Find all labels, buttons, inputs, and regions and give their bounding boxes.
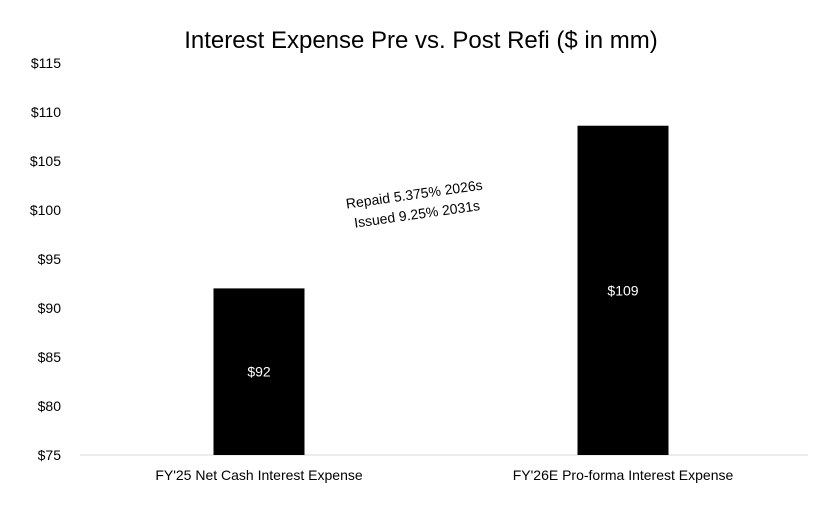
y-tick-label: $115 [31,55,61,71]
bar-data-label: $92 [247,364,271,380]
chart-title: Interest Expense Pre vs. Post Refi ($ in… [184,27,658,54]
y-axis-ticks: $75 $80 $85 $90 $95 $100 $105 $110 $115 [30,55,61,463]
y-tick-label: $105 [30,153,61,169]
bar-data-label: $109 [607,282,638,298]
y-tick-label: $95 [38,251,62,267]
y-tick-label: $75 [38,447,62,463]
y-tick-label: $110 [31,104,61,120]
y-tick-label: $80 [38,398,62,414]
refi-annotation: Repaid 5.375% 2026s Issued 9.25% 2031s [345,177,484,231]
y-tick-label: $90 [38,300,62,316]
y-tick-label: $100 [30,202,61,218]
x-category-label: FY'25 Net Cash Interest Expense [155,467,363,483]
bar [213,288,305,455]
bar [577,125,669,455]
bars: $92 FY'25 Net Cash Interest Expense $109 FY… [155,125,734,483]
y-tick-label: $85 [38,349,62,365]
x-category-label: FY'26E Pro-forma Interest Expense [513,467,734,483]
